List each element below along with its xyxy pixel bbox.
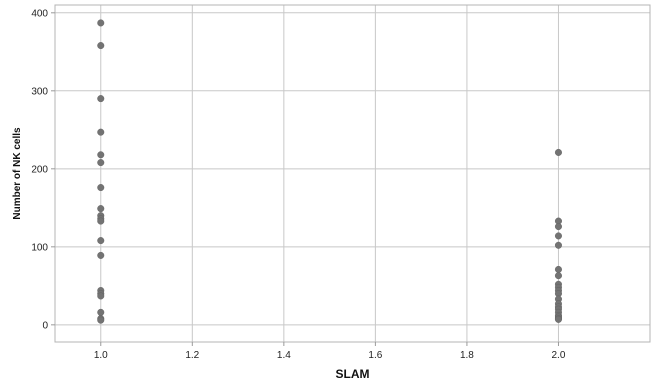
x-tick-label: 2.0	[552, 350, 566, 361]
y-tick-label: 400	[31, 8, 48, 19]
y-tick-label: 0	[42, 320, 48, 331]
data-point	[554, 148, 562, 156]
data-point	[554, 315, 562, 323]
data-point	[97, 19, 105, 27]
x-tick-label: 1.4	[277, 350, 291, 361]
data-point	[97, 151, 105, 159]
x-axis-title: SLAM	[336, 367, 370, 379]
data-point	[97, 205, 105, 213]
data-point	[97, 159, 105, 167]
x-axis-ticks: 1.0 1.2 1.4 1.6 1.8 2.0	[94, 342, 566, 361]
x-tick-label: 1.8	[460, 350, 474, 361]
data-point	[97, 237, 105, 245]
data-point	[97, 316, 105, 324]
x-tick-label: 1.2	[185, 350, 199, 361]
data-point	[97, 95, 105, 103]
y-tick-label: 200	[31, 164, 48, 175]
data-point	[97, 128, 105, 136]
data-point	[554, 265, 562, 273]
y-tick-label: 100	[31, 242, 48, 253]
grid-lines	[55, 5, 650, 342]
data-point	[554, 232, 562, 240]
plot-area-frame	[54, 4, 651, 343]
y-tick-label: 300	[31, 86, 48, 97]
data-points	[97, 19, 562, 324]
y-axis-title: Number of NK cells	[12, 127, 23, 220]
y-axis-ticks: 0 100 200 300 400	[31, 8, 55, 331]
x-tick-label: 1.6	[368, 350, 382, 361]
data-point	[554, 272, 562, 280]
data-point	[554, 223, 562, 231]
data-point	[97, 42, 105, 50]
data-point	[97, 292, 105, 300]
x-tick-label: 1.0	[94, 350, 108, 361]
data-point	[97, 217, 105, 225]
data-point	[97, 308, 105, 316]
data-point	[554, 241, 562, 249]
data-point	[97, 184, 105, 192]
data-point	[97, 251, 105, 259]
